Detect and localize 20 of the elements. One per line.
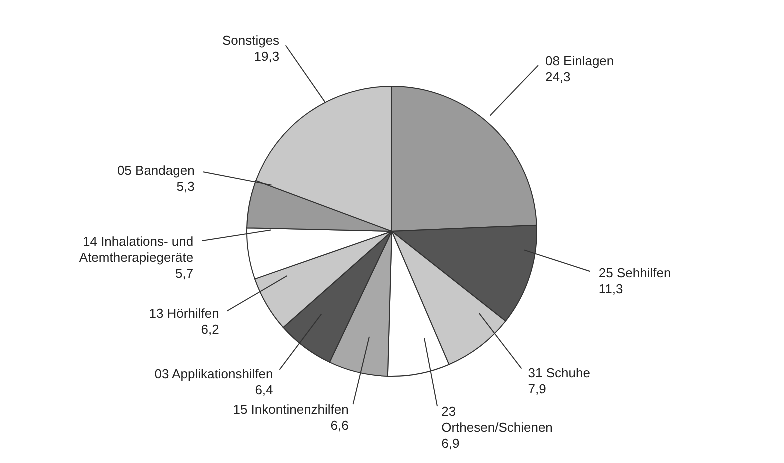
- slice-label: 15 Inkontinenzhilfen: [233, 402, 349, 418]
- data-label: 5,7: [176, 266, 194, 281]
- slice-label: 05 Bandagen: [117, 163, 195, 178]
- slice-label: 13 Hörhilfen: [149, 306, 220, 322]
- slice-label: 14 Inhalations- und Atemtherapiegeräte: [79, 234, 194, 265]
- data-label: 24,3: [545, 69, 571, 84]
- data-label: 11,3: [598, 281, 624, 296]
- data-label: 7,9: [528, 381, 546, 396]
- data-label: 19,3: [254, 48, 280, 64]
- slice-label: 23 Orthesen/Schienen: [442, 404, 553, 436]
- data-label: 6,6: [330, 418, 349, 434]
- data-label: 6,2: [201, 322, 220, 338]
- slice-label: 25 Sehhilfen: [598, 265, 672, 280]
- data-label: 6,9: [442, 436, 460, 452]
- slice-label: 08 Einlagen: [545, 53, 614, 68]
- data-label: 5,3: [176, 179, 195, 194]
- data-label: 6,4: [255, 382, 274, 398]
- slice-label: Sonstiges: [222, 32, 280, 48]
- slice-label: 03 Applikationshilfen: [154, 366, 274, 382]
- slice-label: 31 Schuhe: [528, 365, 590, 380]
